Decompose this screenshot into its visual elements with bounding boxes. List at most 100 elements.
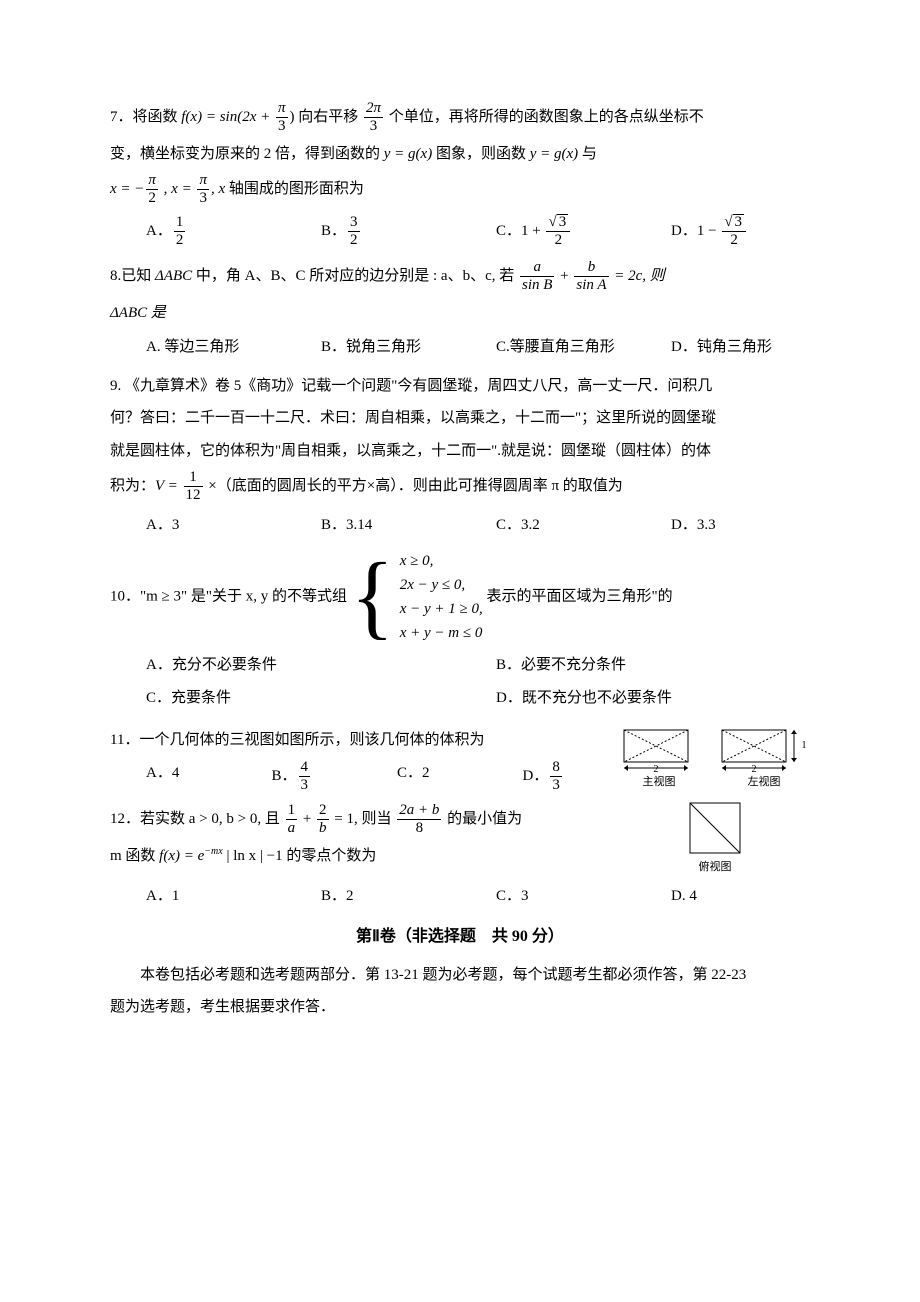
- q10-post: 表示的平面区域为三角形"的: [487, 588, 673, 604]
- q9-veq: V =: [155, 478, 182, 494]
- q10-optC: C．充要条件: [110, 684, 460, 713]
- q8-plus: +: [556, 268, 572, 284]
- side-label: 左视图: [718, 772, 810, 793]
- q7-l3c: , x 轴围成的图形面积为: [211, 181, 364, 197]
- q7-frac4: π3: [197, 172, 209, 208]
- q9-l4b: ×（底面的圆周长的平方×高）．则由此可推得圆周率 π 的取值为: [205, 478, 623, 494]
- q12-pre: 12．若实数 a > 0, b > 0, 且: [110, 811, 284, 827]
- q12-optD: D. 4: [635, 882, 810, 911]
- q8-optC: C.等腰直角三角形: [460, 333, 635, 362]
- q8-optA: A. 等边三角形: [110, 333, 285, 362]
- dim-1: 1: [802, 740, 807, 751]
- q12-line2: m 函数 f(x) = e−mx | ln x | −1 的零点个数为: [110, 842, 612, 871]
- q7-text: 7．将函数: [110, 109, 181, 125]
- q11-optB: B．43: [236, 759, 362, 795]
- q9-optC: C．3.2: [460, 511, 635, 540]
- q8-m1: 中，角 A、B、C 所对应的边分别是 : a、b、c, 若: [192, 268, 518, 284]
- q12-eq: = 1, 则当: [331, 811, 396, 827]
- q10-optD: D．既不充分也不必要条件: [460, 684, 810, 713]
- q11-figure: 2 主视图 2 1 左视图: [612, 726, 810, 878]
- q7-l2a: 变，横坐标变为原来的 2 倍，得到函数的: [110, 146, 384, 162]
- q9-optD: D．3.3: [635, 511, 810, 540]
- q12-f1: 1a: [286, 802, 298, 838]
- q8-line2: ΔABC 是: [110, 299, 810, 328]
- q7-options: A．12 B．32 C．1 + √32 D．1 − √32: [110, 214, 810, 250]
- q9-l4: 积为：V = 112 ×（底面的圆周长的平方×高）．则由此可推得圆周率 π 的取…: [110, 469, 810, 505]
- q7-gx2: y = g(x): [530, 146, 578, 162]
- q10-pre: 10．"m ≥ 3" 是"关于 x, y 的不等式组: [110, 588, 351, 604]
- q7-mid1: ) 向右平移: [290, 109, 363, 125]
- q7-frac3: π2: [146, 172, 158, 208]
- question-12: 12．若实数 a > 0, b > 0, 且 1a + 2b = 1, 则当 2…: [110, 802, 612, 838]
- q11-text: 11．一个几何体的三视图如图所示，则该几何体的体积为: [110, 726, 612, 755]
- q7-l3a: x = −: [110, 181, 144, 197]
- footer-l1: 本卷包括必考题和选考题两部分．第 13-21 题为必考题，每个试题考生都必须作答…: [110, 961, 810, 990]
- q7-optA: A．12: [110, 214, 285, 250]
- q10-c2: 2x − y ≤ 0,: [400, 573, 483, 597]
- q9-l3: 就是圆柱体，它的体积为"周自相乘，以高乘之，十二而一".就是说：圆堡瑽（圆柱体）…: [110, 437, 810, 466]
- q7-optD: D．1 − √32: [635, 214, 810, 250]
- q7-optB: B．32: [285, 214, 460, 250]
- q10-brace: { x ≥ 0, 2x − y ≤ 0, x − y + 1 ≥ 0, x + …: [351, 549, 483, 645]
- q12-l2a: m 函数: [110, 848, 159, 864]
- top-label: 俯视图: [686, 857, 744, 878]
- q11-optC: C．2: [361, 759, 487, 795]
- q12-fx: f(x) = e−mx: [159, 848, 223, 864]
- q11-optA: A．4: [110, 759, 236, 795]
- front-view: 2 主视图: [620, 726, 698, 793]
- q8-optD: D．钝角三角形: [635, 333, 810, 362]
- question-10: 10．"m ≥ 3" 是"关于 x, y 的不等式组 { x ≥ 0, 2x −…: [110, 549, 810, 645]
- q12-f2: 2b: [317, 802, 329, 838]
- q7-fn: f(x) = sin(2x +: [181, 109, 274, 125]
- q9-l2: 何？答曰：二千一百一十二尺．术曰：周自相乘，以高乘之，十二而一"；这里所说的圆堡…: [110, 404, 810, 433]
- q7-l2c: 与: [578, 146, 597, 162]
- q8-optB: B．锐角三角形: [285, 333, 460, 362]
- q10-options: A．充分不必要条件 B．必要不充分条件 C．充要条件 D．既不充分也不必要条件: [110, 651, 810, 716]
- q12-optC: C．3: [460, 882, 635, 911]
- dim-2-front: 2: [654, 764, 659, 772]
- side-view: 2 1 左视图: [718, 726, 810, 793]
- q8-options: A. 等边三角形 B．锐角三角形 C.等腰直角三角形 D．钝角三角形: [110, 333, 810, 362]
- q7-l3b: , x =: [160, 181, 196, 197]
- section-2-title: 第Ⅱ卷（非选择题 共 90 分）: [110, 922, 810, 952]
- q8-f1: asin B: [520, 259, 554, 295]
- question-7: 7．将函数 f(x) = sin(2x + π3) 向右平移 2π3 个单位，再…: [110, 100, 810, 136]
- footer-l2: 题为选考题，考生根据要求作答．: [110, 993, 810, 1022]
- q9-optA: A．3: [110, 511, 285, 540]
- q12-optA: A．1: [110, 882, 285, 911]
- q7-l2b: 图象，则函数: [432, 146, 530, 162]
- q9-options: A．3 B．3.14 C．3.2 D．3.3: [110, 511, 810, 540]
- q10-c3: x − y + 1 ≥ 0,: [400, 597, 483, 621]
- q10-c1: x ≥ 0,: [400, 549, 483, 573]
- q10-optA: A．充分不必要条件: [110, 651, 460, 680]
- q12-post: 的最小值为: [443, 811, 522, 827]
- q9-l1: 9. 《九章算术》卷 5《商功》记载一个问题"今有圆堡瑽，周四丈八尺，高一丈一尺…: [110, 372, 810, 401]
- q10-c4: x + y − m ≤ 0: [400, 621, 483, 645]
- q7-frac2: 2π3: [364, 100, 383, 136]
- q11-q12-row: 11．一个几何体的三视图如图所示，则该几何体的体积为 A．4 B．43 C．2 …: [110, 726, 810, 878]
- q8-eq: = 2c, 则: [611, 268, 665, 284]
- q12-plus: +: [299, 811, 315, 827]
- q10-optB: B．必要不充分条件: [460, 651, 810, 680]
- q12-options: A．1 B．2 C．3 D. 4: [110, 882, 810, 911]
- front-label: 主视图: [620, 772, 698, 793]
- q7-optC: C．1 + √32: [460, 214, 635, 250]
- q7-gx1: y = g(x): [384, 146, 432, 162]
- q9-optB: B．3.14: [285, 511, 460, 540]
- q7-mid2: 个单位，再将所得的函数图象上的各点纵坐标不: [385, 109, 704, 125]
- top-view: 俯视图: [686, 799, 744, 878]
- q12-f3: 2a + b8: [397, 802, 441, 838]
- question-8: 8.已知 ΔABC 中，角 A、B、C 所对应的边分别是 : a、b、c, 若 …: [110, 259, 810, 295]
- q8-pre: 8.已知: [110, 268, 155, 284]
- q8-tri: ΔABC: [155, 268, 192, 284]
- q12-optB: B．2: [285, 882, 460, 911]
- q7-frac1: π3: [276, 100, 288, 136]
- q11-optD: D．83: [487, 759, 613, 795]
- q12-l2b: | ln x | −1 的零点个数为: [223, 848, 377, 864]
- q9-frac: 112: [184, 469, 203, 505]
- q7-line2: 变，横坐标变为原来的 2 倍，得到函数的 y = g(x) 图象，则函数 y =…: [110, 140, 810, 169]
- q11-options: A．4 B．43 C．2 D．83: [110, 759, 612, 795]
- q7-line3: x = −π2 , x = π3, x 轴围成的图形面积为: [110, 172, 810, 208]
- q9-l4a: 积为：: [110, 478, 155, 494]
- dim-2-side: 2: [752, 764, 757, 772]
